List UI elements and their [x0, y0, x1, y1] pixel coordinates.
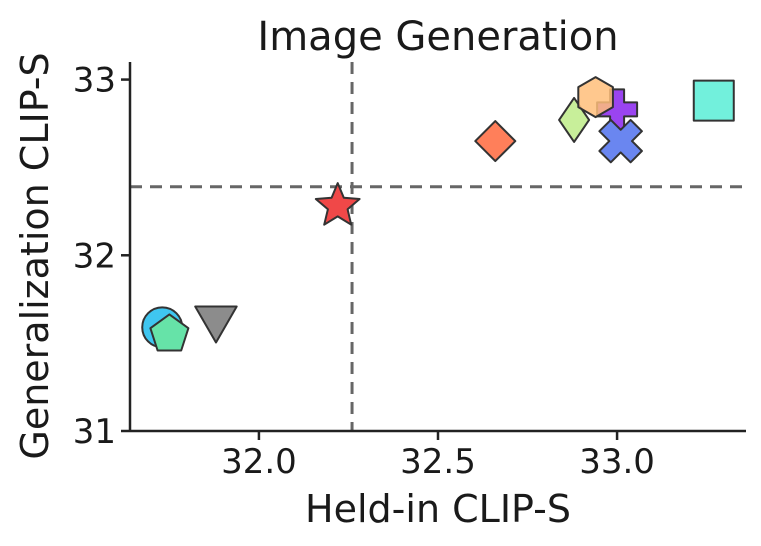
chart-title: Image Generation: [257, 14, 618, 60]
x-tick-label: 32.5: [400, 442, 476, 482]
y-tick-label: 32: [73, 236, 116, 276]
data-point-hexagon: [577, 76, 614, 119]
data-points: [141, 76, 735, 352]
x-axis-label: Held-in CLIP-S: [305, 487, 571, 531]
data-point-square: [692, 79, 735, 122]
y-tick-label: 31: [73, 412, 116, 452]
x-tick-label: 32.0: [221, 442, 297, 482]
data-point-diamond: [474, 120, 517, 163]
data-point-pentagon: [149, 313, 190, 352]
y-tick-label: 33: [73, 61, 116, 101]
reference-lines: [130, 62, 746, 431]
axes: 32.0 32.5 33.0 31 32 33: [73, 61, 746, 482]
data-point-x: [598, 118, 643, 164]
data-point-triangle-down: [194, 305, 238, 344]
x-tick-label: 33.0: [579, 442, 655, 482]
data-point-star: [314, 182, 361, 226]
y-axis-label: Generalization CLIP-S: [13, 52, 57, 459]
